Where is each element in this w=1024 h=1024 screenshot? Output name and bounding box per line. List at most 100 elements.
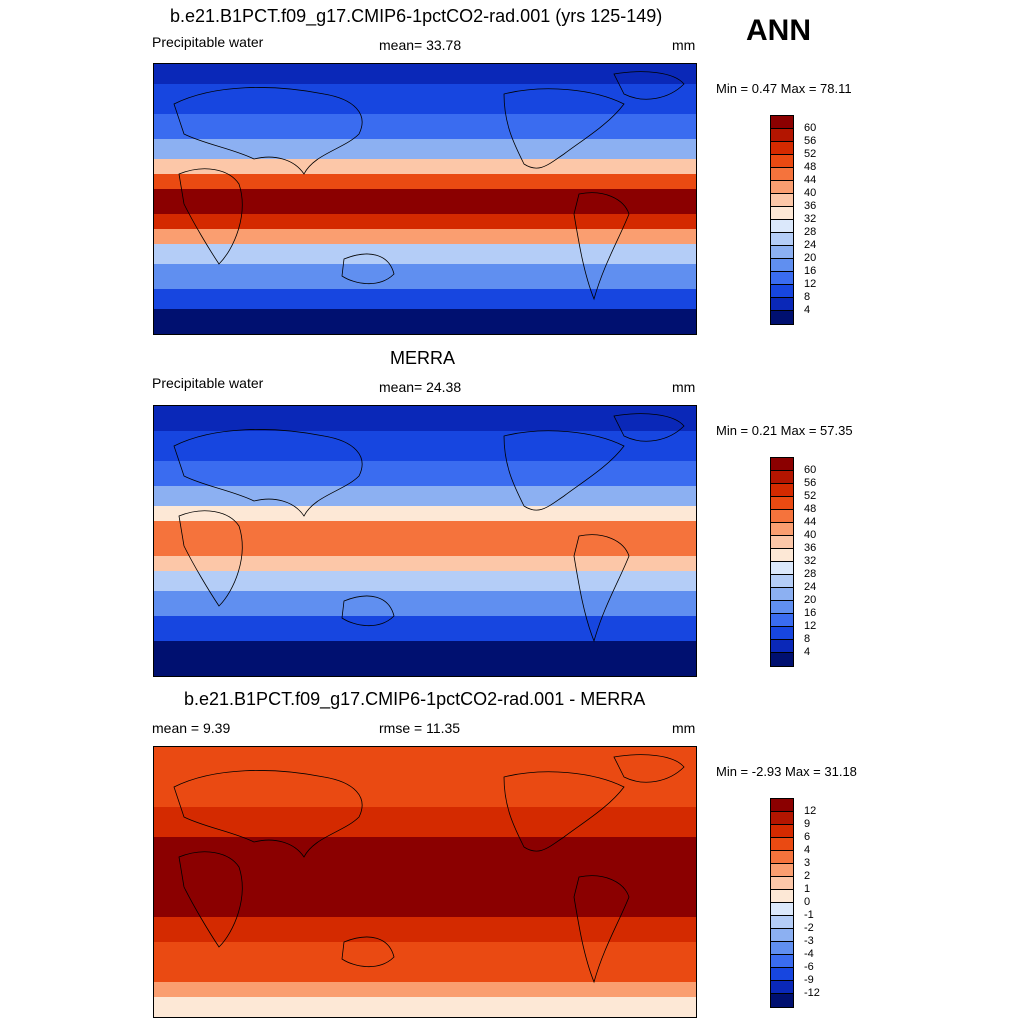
colorbar-swatch (771, 903, 793, 916)
colorbar-tick-label: 28 (804, 568, 817, 580)
panel1-units-label: mm (672, 37, 696, 53)
colorbar-swatch (771, 890, 793, 903)
colorbar-swatch (771, 549, 793, 562)
colorbar-tick-label: 3 (804, 857, 811, 869)
colorbar-swatch (771, 942, 793, 955)
colorbar-swatch (771, 458, 793, 471)
colorbar-tick-label: 4 (804, 646, 811, 658)
colorbar-swatch (771, 259, 793, 272)
colorbar-swatch (771, 851, 793, 864)
colorbar-swatch (771, 233, 793, 246)
colorbar-tick-label: 0 (804, 896, 811, 908)
colorbar-tick-label: 56 (804, 477, 817, 489)
panel1-variable-label: Precipitable water (152, 34, 264, 50)
panel3-title: b.e21.B1PCT.f09_g17.CMIP6-1pctCO2-rad.00… (184, 689, 646, 709)
colorbar-tick-label: 44 (804, 516, 817, 528)
panel3-map (153, 746, 697, 1018)
panel3-minmax-label: Min = -2.93 Max = 31.18 (716, 764, 857, 779)
colorbar-swatch (771, 220, 793, 233)
panel2-mean-label: mean= 24.38 (379, 379, 462, 395)
colorbar-tick-label: 32 (804, 555, 817, 567)
colorbar-swatch (771, 471, 793, 484)
colorbar-swatch (771, 536, 793, 549)
colorbar-tick-label: 2 (804, 870, 811, 882)
colorbar-tick-label: 20 (804, 252, 817, 264)
colorbar-swatch (771, 981, 793, 994)
colorbar-tick-label: 52 (804, 490, 817, 502)
colorbar-swatch (771, 994, 793, 1007)
colorbar-swatch (771, 246, 793, 259)
colorbar-tick-label: -3 (804, 935, 814, 947)
colorbar-swatch (771, 877, 793, 890)
colorbar-swatch (771, 168, 793, 181)
colorbar-swatch (771, 272, 793, 285)
colorbar-tick-label: 24 (804, 581, 817, 593)
panel1-mean-label: mean= 33.78 (379, 37, 462, 53)
colorbar-swatch (771, 955, 793, 968)
colorbar-tick-label: 4 (804, 304, 811, 316)
panel3-mean-label: mean = 9.39 (152, 720, 231, 736)
colorbar-tick-label: 12 (804, 278, 817, 290)
colorbar-swatch (771, 497, 793, 510)
colorbar-swatch (771, 653, 793, 666)
colorbar-swatch (771, 155, 793, 168)
colorbar-swatch (771, 194, 793, 207)
panel1-minmax-label: Min = 0.47 Max = 78.11 (716, 81, 852, 96)
colorbar-tick-label: -4 (804, 948, 814, 960)
panel3-colorbar (770, 798, 794, 1008)
panel3-rmse-label: rmse = 11.35 (379, 720, 461, 736)
colorbar-tick-label: 8 (804, 633, 811, 645)
colorbar-swatch (771, 116, 793, 129)
colorbar-swatch (771, 812, 793, 825)
colorbar-swatch (771, 142, 793, 155)
colorbar-tick-label: 9 (804, 818, 811, 830)
colorbar-swatch (771, 484, 793, 497)
colorbar-tick-label: -12 (804, 987, 820, 999)
colorbar-swatch (771, 588, 793, 601)
panel2-variable-label: Precipitable water (152, 375, 264, 391)
colorbar-tick-label: 40 (804, 187, 817, 199)
colorbar-tick-label: 48 (804, 503, 817, 515)
colorbar-tick-label: -6 (804, 961, 814, 973)
colorbar-swatch (771, 968, 793, 981)
colorbar-swatch (771, 181, 793, 194)
colorbar-tick-label: 28 (804, 226, 817, 238)
colorbar-swatch (771, 864, 793, 877)
panel3-map-field (154, 747, 696, 1017)
colorbar-swatch (771, 838, 793, 851)
colorbar-tick-label: 36 (804, 542, 817, 554)
panel3-units-label: mm (672, 720, 696, 736)
colorbar-tick-label: 44 (804, 174, 817, 186)
colorbar-swatch (771, 640, 793, 653)
colorbar-swatch (771, 916, 793, 929)
panel2-colorbar (770, 457, 794, 667)
colorbar-swatch (771, 799, 793, 812)
colorbar-tick-label: 60 (804, 464, 817, 476)
colorbar-swatch (771, 510, 793, 523)
colorbar-tick-label: 20 (804, 594, 817, 606)
panel2-minmax-label: Min = 0.21 Max = 57.35 (716, 423, 853, 438)
colorbar-swatch (771, 311, 793, 324)
panel1-title: b.e21.B1PCT.f09_g17.CMIP6-1pctCO2-rad.00… (170, 6, 663, 26)
panel2-map (153, 405, 697, 677)
colorbar-tick-label: 36 (804, 200, 817, 212)
colorbar-swatch (771, 601, 793, 614)
season-label: ANN (746, 14, 811, 47)
colorbar-swatch (771, 523, 793, 536)
colorbar-tick-label: 8 (804, 291, 811, 303)
colorbar-tick-label: -1 (804, 909, 814, 921)
panel1-colorbar (770, 115, 794, 325)
colorbar-tick-label: -2 (804, 922, 814, 934)
colorbar-tick-label: 16 (804, 607, 817, 619)
panel1-map (153, 63, 697, 335)
colorbar-tick-label: 40 (804, 529, 817, 541)
colorbar-swatch (771, 285, 793, 298)
panel2-units-label: mm (672, 379, 696, 395)
colorbar-tick-label: 52 (804, 148, 817, 160)
colorbar-tick-label: -9 (804, 974, 814, 986)
colorbar-tick-label: 6 (804, 831, 811, 843)
colorbar-swatch (771, 575, 793, 588)
colorbar-tick-label: 16 (804, 265, 817, 277)
panel1-map-field (154, 64, 696, 334)
panel2-title: MERRA (390, 348, 456, 368)
